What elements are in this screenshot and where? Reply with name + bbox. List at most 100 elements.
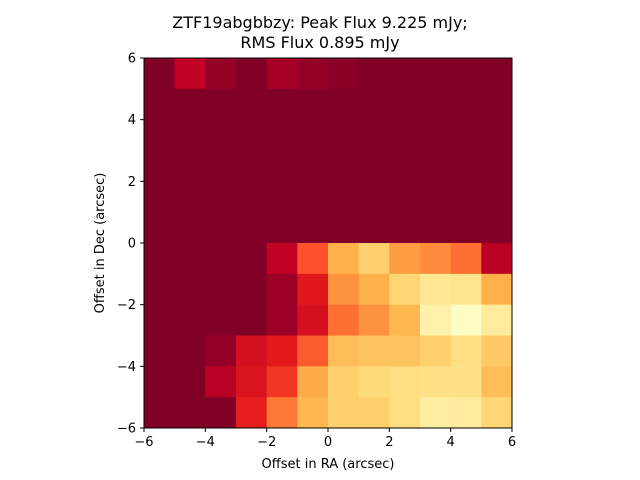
heatmap-cell [389,273,421,306]
heatmap-cell [266,304,298,336]
x-tick-label: 6 [508,435,516,450]
x-tick-label: −6 [134,435,153,450]
heatmap-cell [481,243,513,275]
heatmap-cell [144,212,176,244]
heatmap-cell [450,212,482,244]
heatmap-cell [358,304,390,336]
heatmap-cell [420,181,452,213]
heatmap-cell [205,212,237,244]
heatmap-cell [205,243,237,275]
heatmap-cell [358,335,390,367]
heatmap-cell [450,88,482,121]
heatmap-cell [358,150,390,182]
heatmap-cell [297,243,329,275]
heatmap-cell [481,88,513,121]
heatmap-cell [144,335,176,367]
x-tick-label: 4 [447,435,455,450]
heatmap-cell [328,119,360,151]
heatmap-cell [266,119,298,151]
heatmap-cell [205,88,237,121]
heatmap-cell [328,335,360,367]
heatmap-cell [481,150,513,182]
heatmap-cell [297,397,329,429]
heatmap-cell [328,58,360,90]
heatmap-cell [358,397,390,429]
heatmap-cell [358,88,390,121]
heatmap-cell [389,304,421,336]
axis-ticks: −6 −4 −2 0 2 4 6 −6 −4 −2 0 2 4 6 [117,52,516,451]
heatmap-cell [236,58,268,90]
heatmap-cells [144,58,513,429]
heatmap-cell [144,273,176,306]
heatmap-cell [144,58,176,90]
x-tick-label: −4 [196,435,215,450]
heatmap-cell [297,58,329,90]
heatmap-cell [297,212,329,244]
heatmap-cell [328,150,360,182]
heatmap-cell [450,304,482,336]
heatmap-cell [174,304,206,336]
heatmap-cell [450,181,482,213]
heatmap-cell [328,243,360,275]
heatmap-cell [297,119,329,151]
heatmap-cell [481,397,513,429]
heatmap-cell [328,273,360,306]
heatmap-cell [389,335,421,367]
y-tick-label: 4 [128,113,136,128]
heatmap-cell [236,397,268,429]
heatmap-cell [174,335,206,367]
heatmap-cell [266,397,298,429]
heatmap-cell [481,58,513,90]
heatmap-cell [420,58,452,90]
heatmap-cell [420,88,452,121]
heatmap-cell [236,273,268,306]
heatmap-cell [297,366,329,398]
heatmap-cell [205,119,237,151]
heatmap-cell [481,119,513,151]
heatmap-cell [450,273,482,306]
y-axis-label: Offset in Dec (arcsec) [93,173,108,314]
heatmap-cell [205,304,237,336]
heatmap-cell [174,181,206,213]
heatmap-cell [481,335,513,367]
heatmap-cell [297,181,329,213]
heatmap-cell [420,397,452,429]
heatmap-cell [144,397,176,429]
heatmap-cell [389,88,421,121]
heatmap-cell [481,212,513,244]
heatmap-cell [389,181,421,213]
heatmap-cell [174,397,206,429]
heatmap-cell [450,397,482,429]
heatmap-cell [174,366,206,398]
heatmap-cell [205,335,237,367]
heatmap-cell [481,366,513,398]
heatmap-cell [389,58,421,90]
heatmap-cell [174,243,206,275]
heatmap-cell [236,335,268,367]
heatmap-cell [236,366,268,398]
heatmap-cell [420,243,452,275]
heatmap-cell [358,273,390,306]
heatmap-cell [450,366,482,398]
chart-title-line1: ZTF19abgbbzy: Peak Flux 9.225 mJy; [172,13,467,32]
heatmap-cell [328,304,360,336]
heatmap-cell [481,273,513,306]
x-axis-label: Offset in RA (arcsec) [262,457,395,472]
heatmap-cell [389,366,421,398]
heatmap-cell [297,304,329,336]
x-tick-label: 2 [385,435,393,450]
heatmap-cell [450,243,482,275]
heatmap-cell [236,119,268,151]
heatmap-cell [266,273,298,306]
chart-title-line2: RMS Flux 0.895 mJy [240,33,399,52]
heatmap-cell [450,150,482,182]
heatmap-cell [266,335,298,367]
heatmap-cell [236,150,268,182]
heatmap-cell [174,212,206,244]
heatmap-cell [450,335,482,367]
heatmap-cell [450,58,482,90]
heatmap-cell [205,181,237,213]
heatmap-cell [174,119,206,151]
heatmap-cell [144,304,176,336]
heatmap-cell [328,181,360,213]
